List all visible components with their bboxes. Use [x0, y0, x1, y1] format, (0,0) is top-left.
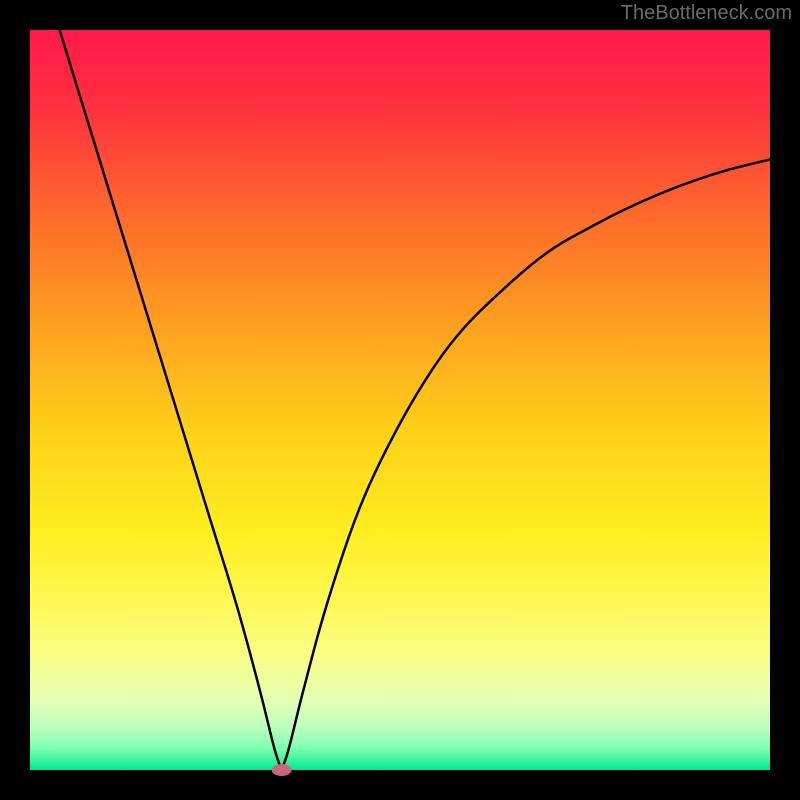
gradient-background	[30, 30, 770, 770]
bottleneck-chart	[0, 0, 800, 800]
minimum-marker	[272, 764, 292, 776]
chart-container: TheBottleneck.com	[0, 0, 800, 800]
watermark-text: TheBottleneck.com	[621, 2, 792, 25]
